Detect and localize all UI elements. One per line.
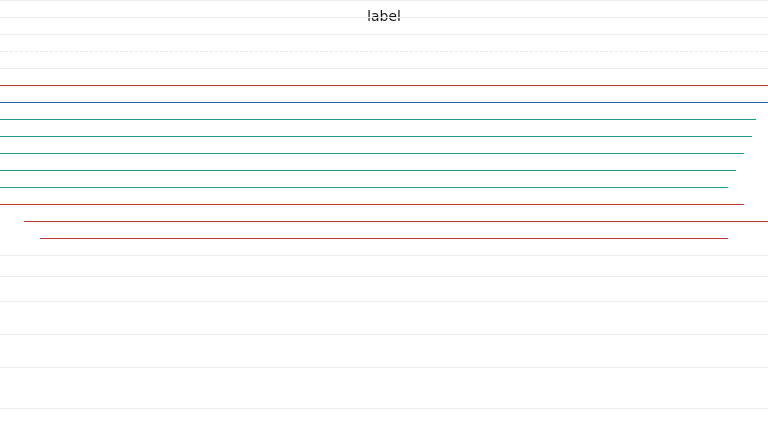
grid-rule: [0, 17, 768, 18]
line-10: [40, 238, 728, 239]
grid-rule: [0, 51, 768, 52]
grid-rule: [0, 34, 768, 35]
line-4: [0, 136, 752, 137]
line-9: [24, 221, 768, 222]
grid-rule: [0, 68, 768, 69]
grid-rule: [0, 408, 768, 409]
grid-rule: [0, 276, 768, 277]
grid-rule: [0, 301, 768, 302]
line-1: [0, 85, 768, 86]
grid-rule: [0, 367, 768, 368]
line-7: [0, 187, 728, 188]
grid-rule: [0, 255, 768, 256]
line-3: [0, 119, 756, 120]
grid-rule: [0, 0, 768, 1]
grid-rule: [0, 334, 768, 335]
line-8: [0, 204, 744, 205]
line-6: [0, 170, 736, 171]
line-5: [0, 153, 744, 154]
line-2: [0, 102, 768, 103]
